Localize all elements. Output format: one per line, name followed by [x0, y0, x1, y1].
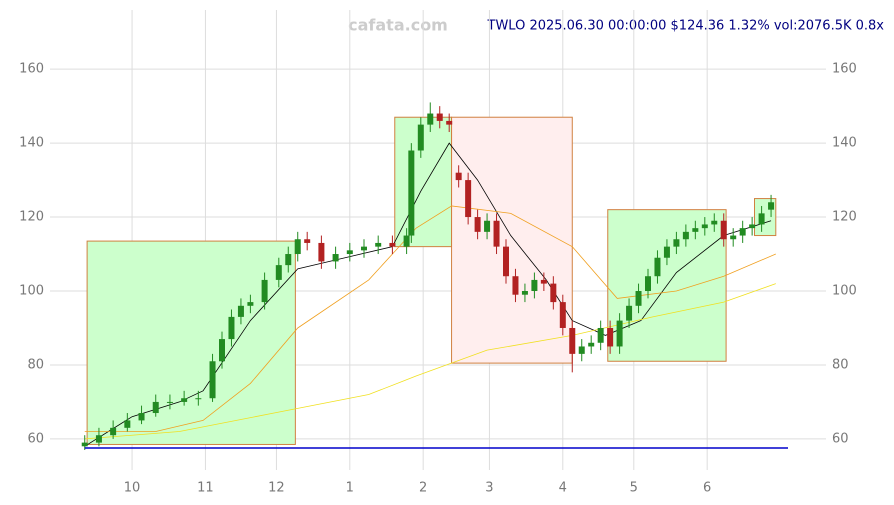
candle-body [318, 242, 325, 262]
candle-body [228, 316, 235, 340]
candle-body [275, 265, 282, 280]
candle-body [294, 239, 301, 255]
x-tick-label: 4 [559, 481, 567, 496]
candle-body [484, 220, 491, 232]
candle-body [346, 250, 353, 255]
candle-body [493, 220, 500, 247]
candle-body [531, 279, 538, 292]
y-tick-label-right: 120 [832, 210, 857, 225]
y-tick-label-right: 140 [832, 136, 857, 151]
candle-body [209, 361, 216, 399]
candle-body [673, 239, 680, 247]
candle-body [626, 305, 633, 321]
candle-body [597, 327, 604, 343]
range-box [86, 240, 296, 445]
candle-body [285, 254, 292, 266]
candle-body [110, 427, 117, 436]
y-tick-label: 60 [27, 431, 44, 446]
candle-body [219, 339, 225, 362]
y-tick-label: 160 [19, 62, 44, 77]
candle-body [361, 246, 367, 251]
candle-body [408, 150, 415, 236]
candle-body [588, 342, 595, 347]
candle-body [81, 442, 88, 447]
moving-average [84, 283, 776, 440]
candle-body [95, 435, 102, 443]
candle-body [701, 224, 708, 229]
candle-body [436, 113, 443, 121]
candle-body [261, 279, 268, 303]
candle-body [465, 180, 472, 218]
y-tick-label: 140 [19, 136, 44, 151]
candle-body [417, 124, 424, 151]
candle-body [616, 320, 623, 347]
y-tick-label-right: 160 [832, 62, 857, 77]
y-tick-label: 80 [27, 357, 44, 372]
candle-body [540, 279, 547, 284]
x-tick-label: 12 [268, 481, 285, 496]
candle-body [237, 305, 244, 317]
candle-body [559, 302, 566, 328]
candle-body [332, 254, 339, 262]
candle-body [663, 246, 670, 258]
candle-body [389, 242, 396, 247]
candle-body [711, 220, 718, 225]
candle-body [569, 327, 576, 354]
y-tick-label: 120 [19, 210, 44, 225]
x-tick-label: 2 [419, 481, 427, 496]
x-tick-label: 10 [124, 481, 141, 496]
candle-body [720, 220, 727, 240]
candle-body [138, 413, 145, 421]
candle-body [304, 239, 311, 243]
x-tick-label: 5 [630, 481, 638, 496]
chart-title: TWLO 2025.06.30 00:00:00 $124.36 1.32% v… [487, 19, 885, 34]
moving-average [84, 142, 772, 447]
y-tick-label-right: 100 [832, 284, 857, 299]
watermark: cafata.com [348, 16, 448, 35]
candle-body [758, 213, 765, 225]
candle-body [654, 257, 661, 277]
candle-body [375, 242, 382, 247]
y-tick-label-right: 60 [832, 431, 849, 446]
candle-body [749, 224, 756, 229]
candle-body [124, 420, 131, 428]
candle-body [682, 231, 689, 240]
moving-average [84, 205, 776, 432]
candle-body [607, 327, 614, 347]
candle-body [739, 228, 746, 236]
candle-body [152, 401, 159, 414]
candle-body [521, 291, 528, 295]
candle-body [195, 398, 202, 400]
candle-body [166, 401, 173, 403]
candle-body [512, 276, 519, 295]
y-tick-label: 100 [19, 284, 44, 299]
candle-body [427, 113, 434, 125]
candle-body [403, 235, 410, 247]
candle-body [730, 235, 737, 240]
candle-body [503, 246, 509, 277]
candle-body [692, 228, 699, 232]
x-tick-label: 6 [703, 481, 711, 496]
candle-body [635, 291, 642, 306]
candle-body [474, 217, 481, 232]
x-tick-label: 1 [346, 481, 354, 496]
candle-body [181, 398, 188, 402]
candle-body [645, 276, 651, 292]
y-tick-label-right: 80 [832, 357, 849, 372]
range-box [451, 116, 573, 364]
candle-body [446, 120, 453, 125]
candle-body [768, 202, 775, 210]
candle-body [578, 346, 585, 354]
candle-body [550, 283, 557, 303]
candle-body [455, 172, 462, 181]
x-tick-label: 11 [197, 481, 214, 496]
x-tick-label: 3 [485, 481, 493, 496]
candle-body [247, 302, 254, 306]
